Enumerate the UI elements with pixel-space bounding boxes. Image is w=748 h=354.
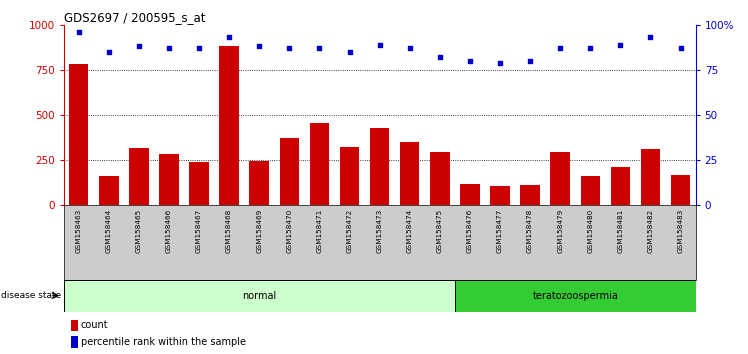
Bar: [521, 185, 540, 205]
Text: GSM158477: GSM158477: [497, 209, 503, 253]
Point: [254, 44, 266, 49]
Point: [163, 45, 175, 51]
Text: GSM158471: GSM158471: [316, 209, 322, 253]
Text: count: count: [81, 320, 108, 330]
Bar: [64, 280, 455, 312]
Text: teratozoospermia: teratozoospermia: [533, 291, 618, 301]
Point: [584, 45, 596, 51]
Text: GSM158473: GSM158473: [376, 209, 383, 253]
Point: [434, 55, 446, 60]
Point: [73, 29, 85, 35]
Bar: [460, 184, 479, 205]
Bar: [249, 161, 269, 205]
Point: [193, 45, 205, 51]
Text: GSM158466: GSM158466: [166, 209, 172, 253]
Text: GSM158465: GSM158465: [136, 209, 142, 253]
Text: GSM158475: GSM158475: [437, 209, 443, 253]
Text: GSM158474: GSM158474: [407, 209, 413, 253]
Text: GSM158469: GSM158469: [257, 209, 263, 253]
Bar: [129, 148, 149, 205]
Bar: [641, 149, 660, 205]
Text: GDS2697 / 200595_s_at: GDS2697 / 200595_s_at: [64, 11, 205, 24]
Bar: [490, 186, 510, 205]
Point: [313, 45, 325, 51]
Point: [404, 45, 416, 51]
Text: percentile rank within the sample: percentile rank within the sample: [81, 337, 246, 347]
Bar: [671, 175, 690, 205]
Bar: [580, 176, 600, 205]
Bar: [189, 162, 209, 205]
Point: [524, 58, 536, 64]
Text: GSM158478: GSM158478: [527, 209, 533, 253]
Text: GSM158472: GSM158472: [346, 209, 352, 253]
Point: [343, 49, 355, 55]
Bar: [430, 152, 450, 205]
Point: [494, 60, 506, 65]
Bar: [340, 147, 359, 205]
Bar: [99, 176, 118, 205]
Bar: [219, 46, 239, 205]
Point: [675, 45, 687, 51]
Bar: [159, 154, 179, 205]
Point: [373, 42, 385, 47]
Text: GSM158480: GSM158480: [587, 209, 593, 253]
Text: GSM158482: GSM158482: [648, 209, 654, 253]
Bar: [71, 320, 78, 331]
Point: [554, 45, 566, 51]
Text: GSM158463: GSM158463: [76, 209, 82, 253]
Bar: [610, 166, 630, 205]
Bar: [69, 64, 88, 205]
Point: [102, 49, 114, 55]
Text: GSM158467: GSM158467: [196, 209, 202, 253]
Text: GSM158464: GSM158464: [105, 209, 111, 253]
Bar: [400, 142, 420, 205]
Text: GSM158479: GSM158479: [557, 209, 563, 253]
Bar: [71, 336, 78, 348]
Text: GSM158476: GSM158476: [467, 209, 473, 253]
Point: [645, 35, 657, 40]
Bar: [280, 138, 299, 205]
Point: [133, 44, 145, 49]
Bar: [370, 128, 390, 205]
Point: [283, 45, 295, 51]
Text: normal: normal: [242, 291, 276, 301]
Bar: [551, 152, 570, 205]
Point: [464, 58, 476, 64]
Text: GSM158483: GSM158483: [678, 209, 684, 253]
Bar: [455, 280, 696, 312]
Point: [223, 35, 235, 40]
Text: disease state: disease state: [1, 291, 61, 300]
Text: GSM158481: GSM158481: [617, 209, 623, 253]
Text: GSM158470: GSM158470: [286, 209, 292, 253]
Bar: [310, 123, 329, 205]
Text: GSM158468: GSM158468: [226, 209, 232, 253]
Point: [614, 42, 626, 47]
